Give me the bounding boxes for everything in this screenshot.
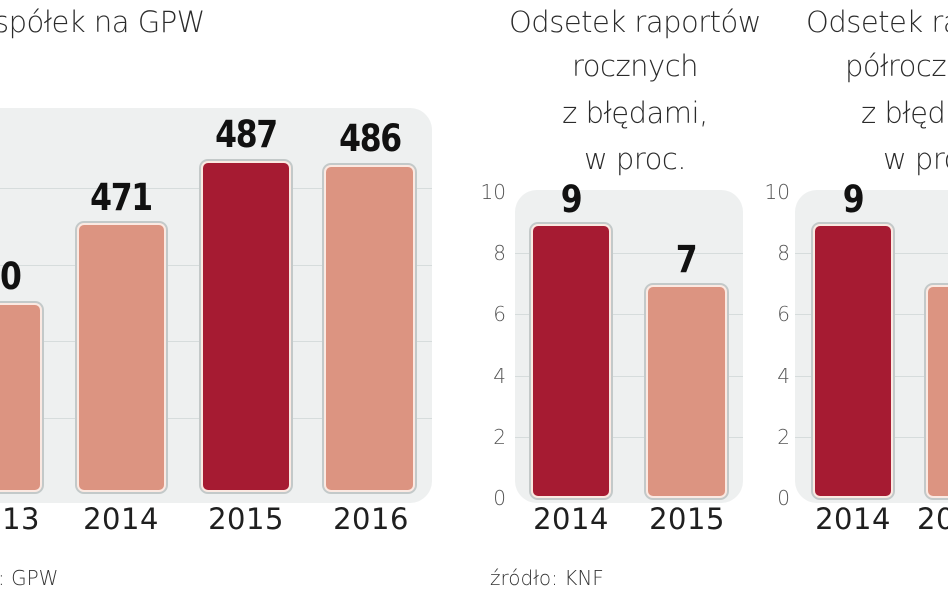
chart1-category-label: 2016	[333, 502, 409, 536]
chart3-y-tick: 8	[777, 241, 790, 265]
chart1-category-label: 13	[2, 502, 40, 536]
chart2-value-label: 7	[675, 238, 698, 281]
chart2-gridline	[515, 437, 743, 438]
chart3-title-line: w pro	[883, 142, 948, 176]
chart2-value-label: 9	[560, 178, 583, 221]
chart3-category-label: 20	[917, 502, 948, 536]
chart3-category-label: 2014	[815, 502, 891, 536]
chart2-title-line: w proc.	[583, 142, 687, 176]
chart1-bar-2016	[326, 167, 413, 490]
chart2-title-line: rocznych	[571, 49, 699, 83]
chart1-value-label: 486	[339, 117, 402, 160]
chart3-bar-2015	[928, 287, 948, 496]
chart3-title-line: Odsetek ra	[806, 5, 948, 39]
chart1-source: : GPW	[0, 566, 59, 590]
chart3-title-line: półrocz	[845, 49, 947, 83]
chart2-gridline	[515, 376, 743, 377]
chart1-value-label: 471	[90, 176, 153, 219]
chart3-y-tick: 6	[777, 302, 790, 326]
chart2-title-line: Odsetek raportów	[508, 5, 762, 39]
chart2-y-tick: 0	[493, 486, 506, 510]
chart2-y-tick: 4	[493, 364, 506, 388]
chart2-y-tick: 8	[493, 241, 506, 265]
chart1-value-label: 50	[0, 255, 22, 298]
chart2-source: źródło: KNF	[490, 566, 604, 590]
chart3-y-tick: 0	[777, 486, 790, 510]
chart1-value-label: 487	[215, 113, 278, 156]
chart2-gridline	[515, 314, 743, 315]
chart2-category-label: 2015	[649, 502, 725, 536]
chart2-bar-2014	[533, 226, 609, 496]
chart2-category-label: 2014	[533, 502, 609, 536]
chart1-bar-2013	[0, 305, 40, 490]
chart2-gridline	[515, 253, 743, 254]
chart2-y-tick: 6	[493, 302, 506, 326]
chart3-y-tick: 2	[777, 425, 790, 449]
chart3-y-tick: 4	[777, 364, 790, 388]
chart3-y-tick: 10	[764, 180, 790, 204]
chart2-y-tick: 10	[480, 180, 506, 204]
chart3-value-label: 9	[842, 178, 865, 221]
chart1-category-label: 2015	[208, 502, 284, 536]
chart3-title-line: z błęd	[861, 96, 946, 130]
chart1-bar-2015	[203, 163, 289, 490]
chart2-title-line: z błędami,	[562, 96, 708, 130]
chart2-bar-2015	[648, 287, 725, 496]
chart1-bar-2014	[79, 225, 164, 490]
chart3-bar-2014	[815, 226, 891, 496]
chart1-category-label: 2014	[83, 502, 159, 536]
chart2-y-tick: 2	[493, 425, 506, 449]
chart1-title: spółek na GPW	[0, 5, 205, 39]
